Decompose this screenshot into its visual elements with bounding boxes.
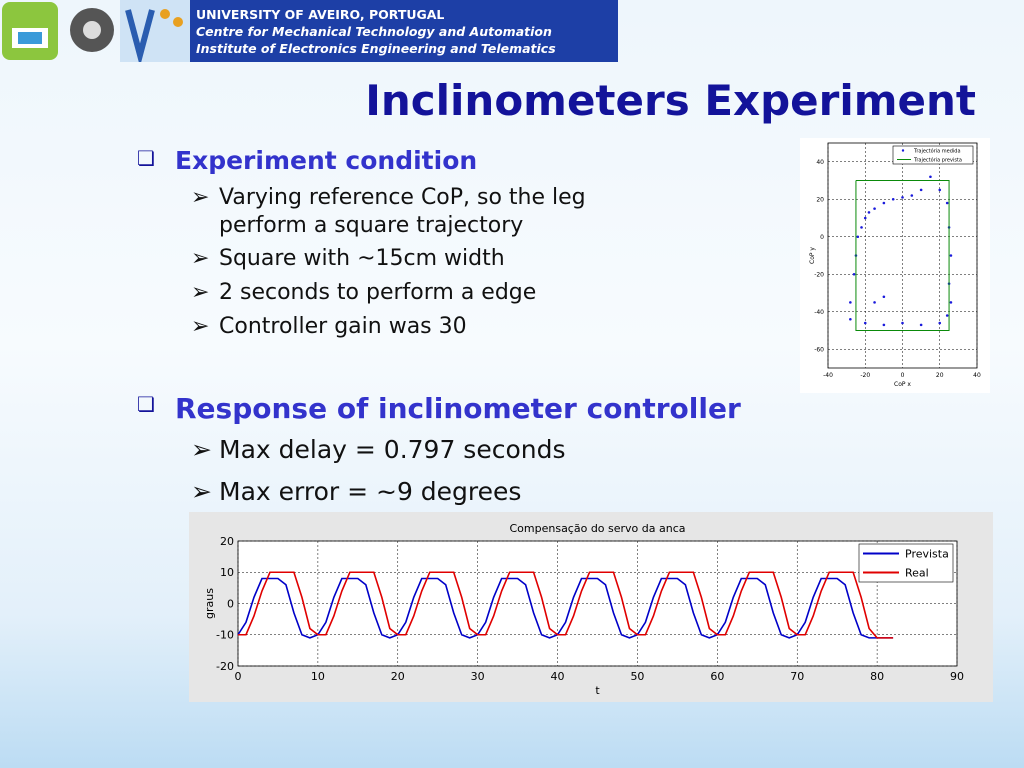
bullet: Max error = ~9 degrees [191,478,521,507]
chart-title: Compensação do servo da anca [509,522,685,535]
x-tick-label: -20 [860,372,870,379]
x-tick-label: 80 [870,670,884,683]
y-tick-label: -20 [814,271,824,278]
y-tick-label: -40 [814,309,824,316]
section-heading: Experiment condition [137,146,477,175]
bullet: Controller gain was 30 [191,313,467,341]
x-tick-label: 50 [630,670,644,683]
data-point [882,201,886,205]
y-tick-label: 40 [816,159,824,166]
legend-box [858,543,954,583]
data-point [929,175,932,179]
y-tick-label: -60 [814,346,824,353]
data-point [938,188,942,192]
x-tick-label: 40 [973,372,981,379]
chart: Compensação do servo da anca 0 10 20 30 40 50 6… [189,512,993,702]
y-axis-label: graus [203,588,216,619]
data-point [882,323,886,327]
x-tick-label: 60 [710,670,724,683]
header-box: UNIVERSITY OF AVEIRO, PORTUGAL Centre fo… [190,0,618,62]
legend-label: Real [905,566,929,579]
plot-area [237,540,958,667]
y-tick-label: -10 [216,629,234,642]
x-tick-label: 20 [936,372,944,379]
chart: -40 -20 0 20 40 -60 -40 -20 0 20 40 CoP x CoP y Traje… [800,138,990,393]
y-tick-label: -20 [216,660,234,673]
data-line [238,571,894,639]
data-line [855,180,950,331]
data-point [945,201,949,205]
y-tick-label: 10 [220,566,234,579]
data-point [860,226,863,229]
logos [2,0,190,62]
data-point [849,301,852,304]
legend-label: Prevista [905,547,949,560]
data-point [910,194,914,197]
x-tick-label: -40 [823,372,833,379]
data-point [901,321,904,325]
x-tick-label: 0 [235,670,242,683]
bullet: Varying reference CoP, so the leg perfor… [191,184,669,240]
data-point [852,272,856,276]
data-point [882,295,886,299]
y-axis-label: CoP y [809,247,816,264]
legend-box [892,145,974,165]
header-line: Institute of Electronics Engineering and… [196,41,556,56]
y-tick-label: 20 [220,535,234,548]
data-point [863,216,867,220]
data-point [949,254,953,257]
bullet: Max delay = 0.797 seconds [191,436,566,465]
header-line: UNIVERSITY OF AVEIRO, PORTUGAL [196,7,445,22]
data-point [919,188,923,192]
data-point [856,235,860,239]
data-point [863,321,867,325]
y-tick-label: 0 [820,234,824,241]
data-point [891,197,895,201]
data-point [938,321,942,325]
bullet: 2 seconds to perform a edge [191,279,536,307]
data-point [949,301,953,304]
header-line: Centre for Mechanical Technology and Aut… [196,24,552,39]
y-tick-label: 0 [227,597,234,610]
data-point [873,301,876,304]
x-tick-label: 0 [901,372,905,379]
data-point [945,314,949,317]
legend-swatch [901,149,905,152]
x-axis-label: CoP x [894,381,911,388]
bullet: Square with ~15cm width [191,245,505,273]
data-point [873,207,876,210]
y-tick-label: 20 [816,196,824,203]
x-tick-label: 70 [790,670,804,683]
section-heading: Response of inclinometer controller [137,392,741,425]
data-point [919,323,923,327]
legend-label: Trajectória medida [913,148,961,155]
x-tick-label: 90 [950,670,964,683]
x-axis-label: t [595,684,600,697]
x-tick-label: 10 [311,670,325,683]
slide-title: Inclinometers Experiment [365,76,976,125]
x-tick-label: 20 [391,670,405,683]
x-tick-label: 40 [551,670,565,683]
x-tick-label: 30 [471,670,485,683]
legend-label: Trajectória prevista [913,157,962,164]
data-point [901,196,904,199]
data-point [867,211,871,214]
data-point [849,317,852,321]
